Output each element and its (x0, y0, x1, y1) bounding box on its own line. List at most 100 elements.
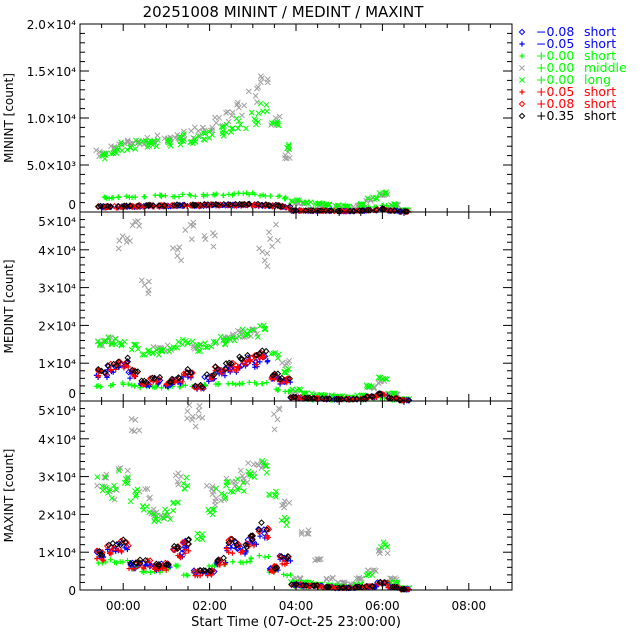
data-point-kd (396, 208, 404, 215)
y-tick-label: 4×10⁴ (38, 244, 76, 258)
data-point-long (194, 530, 201, 537)
data-point-rp (95, 373, 101, 379)
data-point-mid (115, 245, 122, 252)
legend-entry-long: +0.00 long (519, 72, 611, 87)
data-point-long (219, 127, 226, 134)
data-point-kd (381, 579, 388, 586)
data-point-long (213, 339, 220, 345)
data-point-gp (273, 386, 279, 392)
data-point-long (281, 514, 288, 521)
data-point-kd (336, 207, 344, 215)
data-point-mid (111, 496, 118, 503)
data-point-mid (298, 531, 305, 537)
data-point-long (236, 333, 243, 340)
data-point-gp (237, 381, 243, 387)
y-tick-label: 1×10⁴ (38, 357, 76, 371)
data-point-mid (174, 246, 181, 253)
data-point-long (118, 340, 125, 347)
data-point-kd (128, 366, 136, 374)
data-point-long (283, 522, 290, 528)
data-point-long (236, 484, 242, 491)
data-point-bp (222, 373, 228, 379)
data-point-gp (281, 195, 288, 202)
data-point-kd (286, 203, 294, 210)
data-point-kd (253, 351, 261, 359)
data-point-bp (104, 374, 110, 380)
data-point-long (244, 331, 251, 338)
data-point-mid (127, 237, 133, 244)
data-point-kd (350, 207, 358, 215)
y-tick-label: 4×10⁴ (38, 433, 76, 447)
data-point-long (209, 511, 216, 518)
y-tick-label: 5×10⁴ (38, 404, 76, 418)
y-axis-label: MAXINT [count] (2, 449, 16, 543)
data-point-long (392, 202, 399, 208)
data-point-long (254, 333, 261, 340)
data-point-bd (179, 545, 186, 553)
data-point-mid (218, 497, 224, 504)
data-point-gp (192, 193, 198, 199)
data-point-mid (141, 282, 148, 289)
data-point-mid (245, 460, 252, 467)
data-point-mid (142, 486, 149, 492)
panels: 0 5.0×10³ 1.0×10⁴ 1.5×10⁴ 2.0×10⁴ MININT [cou… (2, 18, 513, 613)
data-point-mid (375, 548, 382, 555)
data-point-long (262, 463, 269, 470)
data-point-mid (213, 119, 220, 126)
data-point-long (382, 375, 389, 382)
data-point-long (274, 355, 281, 361)
data-point-gp (173, 563, 179, 569)
data-point-rp (238, 549, 244, 556)
data-point-gp (185, 572, 191, 579)
data-point-long (131, 341, 138, 348)
data-point-long (390, 390, 397, 397)
data-point-kd (126, 202, 134, 209)
data-point-long (233, 115, 240, 122)
data-point-gp (235, 190, 241, 196)
data-point-mid (145, 278, 152, 285)
data-point-kd (369, 583, 377, 590)
data-point-kd (95, 203, 102, 210)
data-point-long (222, 495, 229, 502)
data-point-kd (313, 581, 321, 589)
data-point-mid (237, 467, 244, 474)
data-point-long (195, 133, 202, 140)
legend-offset: +0.00 (536, 60, 574, 75)
y-tick-label: 2×10⁴ (38, 508, 76, 522)
data-point-rd (157, 562, 164, 570)
data-point-long (263, 462, 270, 469)
data-point-gp (259, 381, 265, 387)
data-point-kd (227, 201, 234, 209)
data-point-gp (246, 191, 252, 198)
y-tick-label: 0 (68, 387, 76, 401)
legend-type: short (584, 48, 616, 63)
data-point-long (109, 341, 116, 348)
data-point-long (167, 142, 174, 149)
data-point-rd (248, 354, 255, 362)
data-point-long (274, 120, 281, 127)
data-point-long (262, 326, 268, 333)
legend-entry-kd: +0.35 short (518, 108, 616, 123)
data-point-long (383, 376, 390, 383)
data-point-kd (192, 201, 200, 209)
data-point-long (94, 338, 101, 345)
data-point-kd (350, 207, 357, 215)
data-point-long (272, 349, 279, 356)
legend-type: short (584, 96, 616, 111)
data-point-rd (288, 394, 296, 401)
legend-entry-bd: −0.08 short (518, 24, 616, 39)
x-icon (519, 77, 525, 83)
data-point-kd (302, 207, 309, 214)
data-point-long (152, 516, 159, 522)
data-point-long (289, 198, 296, 205)
data-point-kd (403, 208, 411, 215)
data-point-mid (304, 530, 311, 537)
data-point-kd (104, 362, 112, 369)
data-point-long (223, 121, 230, 128)
data-point-kd (263, 526, 271, 534)
data-point-rp (163, 567, 169, 573)
data-point-long (223, 129, 230, 136)
data-point-kd (191, 382, 199, 390)
data-point-mid (234, 99, 241, 106)
data-point-kd (98, 367, 105, 375)
